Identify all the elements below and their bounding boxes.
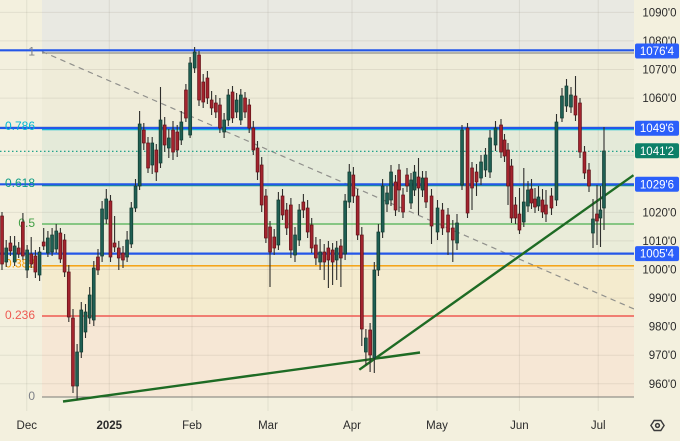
svg-text:1029'6: 1029'6 <box>640 179 674 191</box>
svg-text:Jun: Jun <box>510 420 529 432</box>
svg-text:1000'0: 1000'0 <box>642 265 676 277</box>
svg-text:990'0: 990'0 <box>649 293 677 305</box>
svg-text:1090'0: 1090'0 <box>642 7 676 19</box>
svg-text:Mar: Mar <box>258 420 278 432</box>
svg-text:1076'4: 1076'4 <box>640 46 675 58</box>
svg-text:0.236: 0.236 <box>5 308 35 322</box>
svg-text:0.5: 0.5 <box>18 216 35 230</box>
svg-text:0.618: 0.618 <box>5 176 35 190</box>
svg-text:Apr: Apr <box>343 420 361 432</box>
svg-text:970'0: 970'0 <box>649 350 677 362</box>
svg-text:980'0: 980'0 <box>649 322 677 334</box>
svg-text:1070'0: 1070'0 <box>642 65 676 77</box>
svg-text:Dec: Dec <box>17 420 38 432</box>
svg-text:1041'2: 1041'2 <box>640 146 674 158</box>
svg-text:Feb: Feb <box>182 420 202 432</box>
svg-text:1020'0: 1020'0 <box>642 207 676 219</box>
svg-text:1010'0: 1010'0 <box>642 236 676 248</box>
svg-text:1049'6: 1049'6 <box>640 123 674 135</box>
svg-text:Jul: Jul <box>591 420 606 432</box>
svg-text:1005'4: 1005'4 <box>640 249 675 261</box>
svg-text:2025: 2025 <box>96 420 122 432</box>
svg-text:0.786: 0.786 <box>5 119 35 133</box>
svg-text:1060'0: 1060'0 <box>642 93 676 105</box>
svg-text:May: May <box>426 420 448 432</box>
svg-text:1: 1 <box>28 45 35 59</box>
svg-text:0: 0 <box>28 389 35 403</box>
svg-text:960'0: 960'0 <box>649 379 677 391</box>
